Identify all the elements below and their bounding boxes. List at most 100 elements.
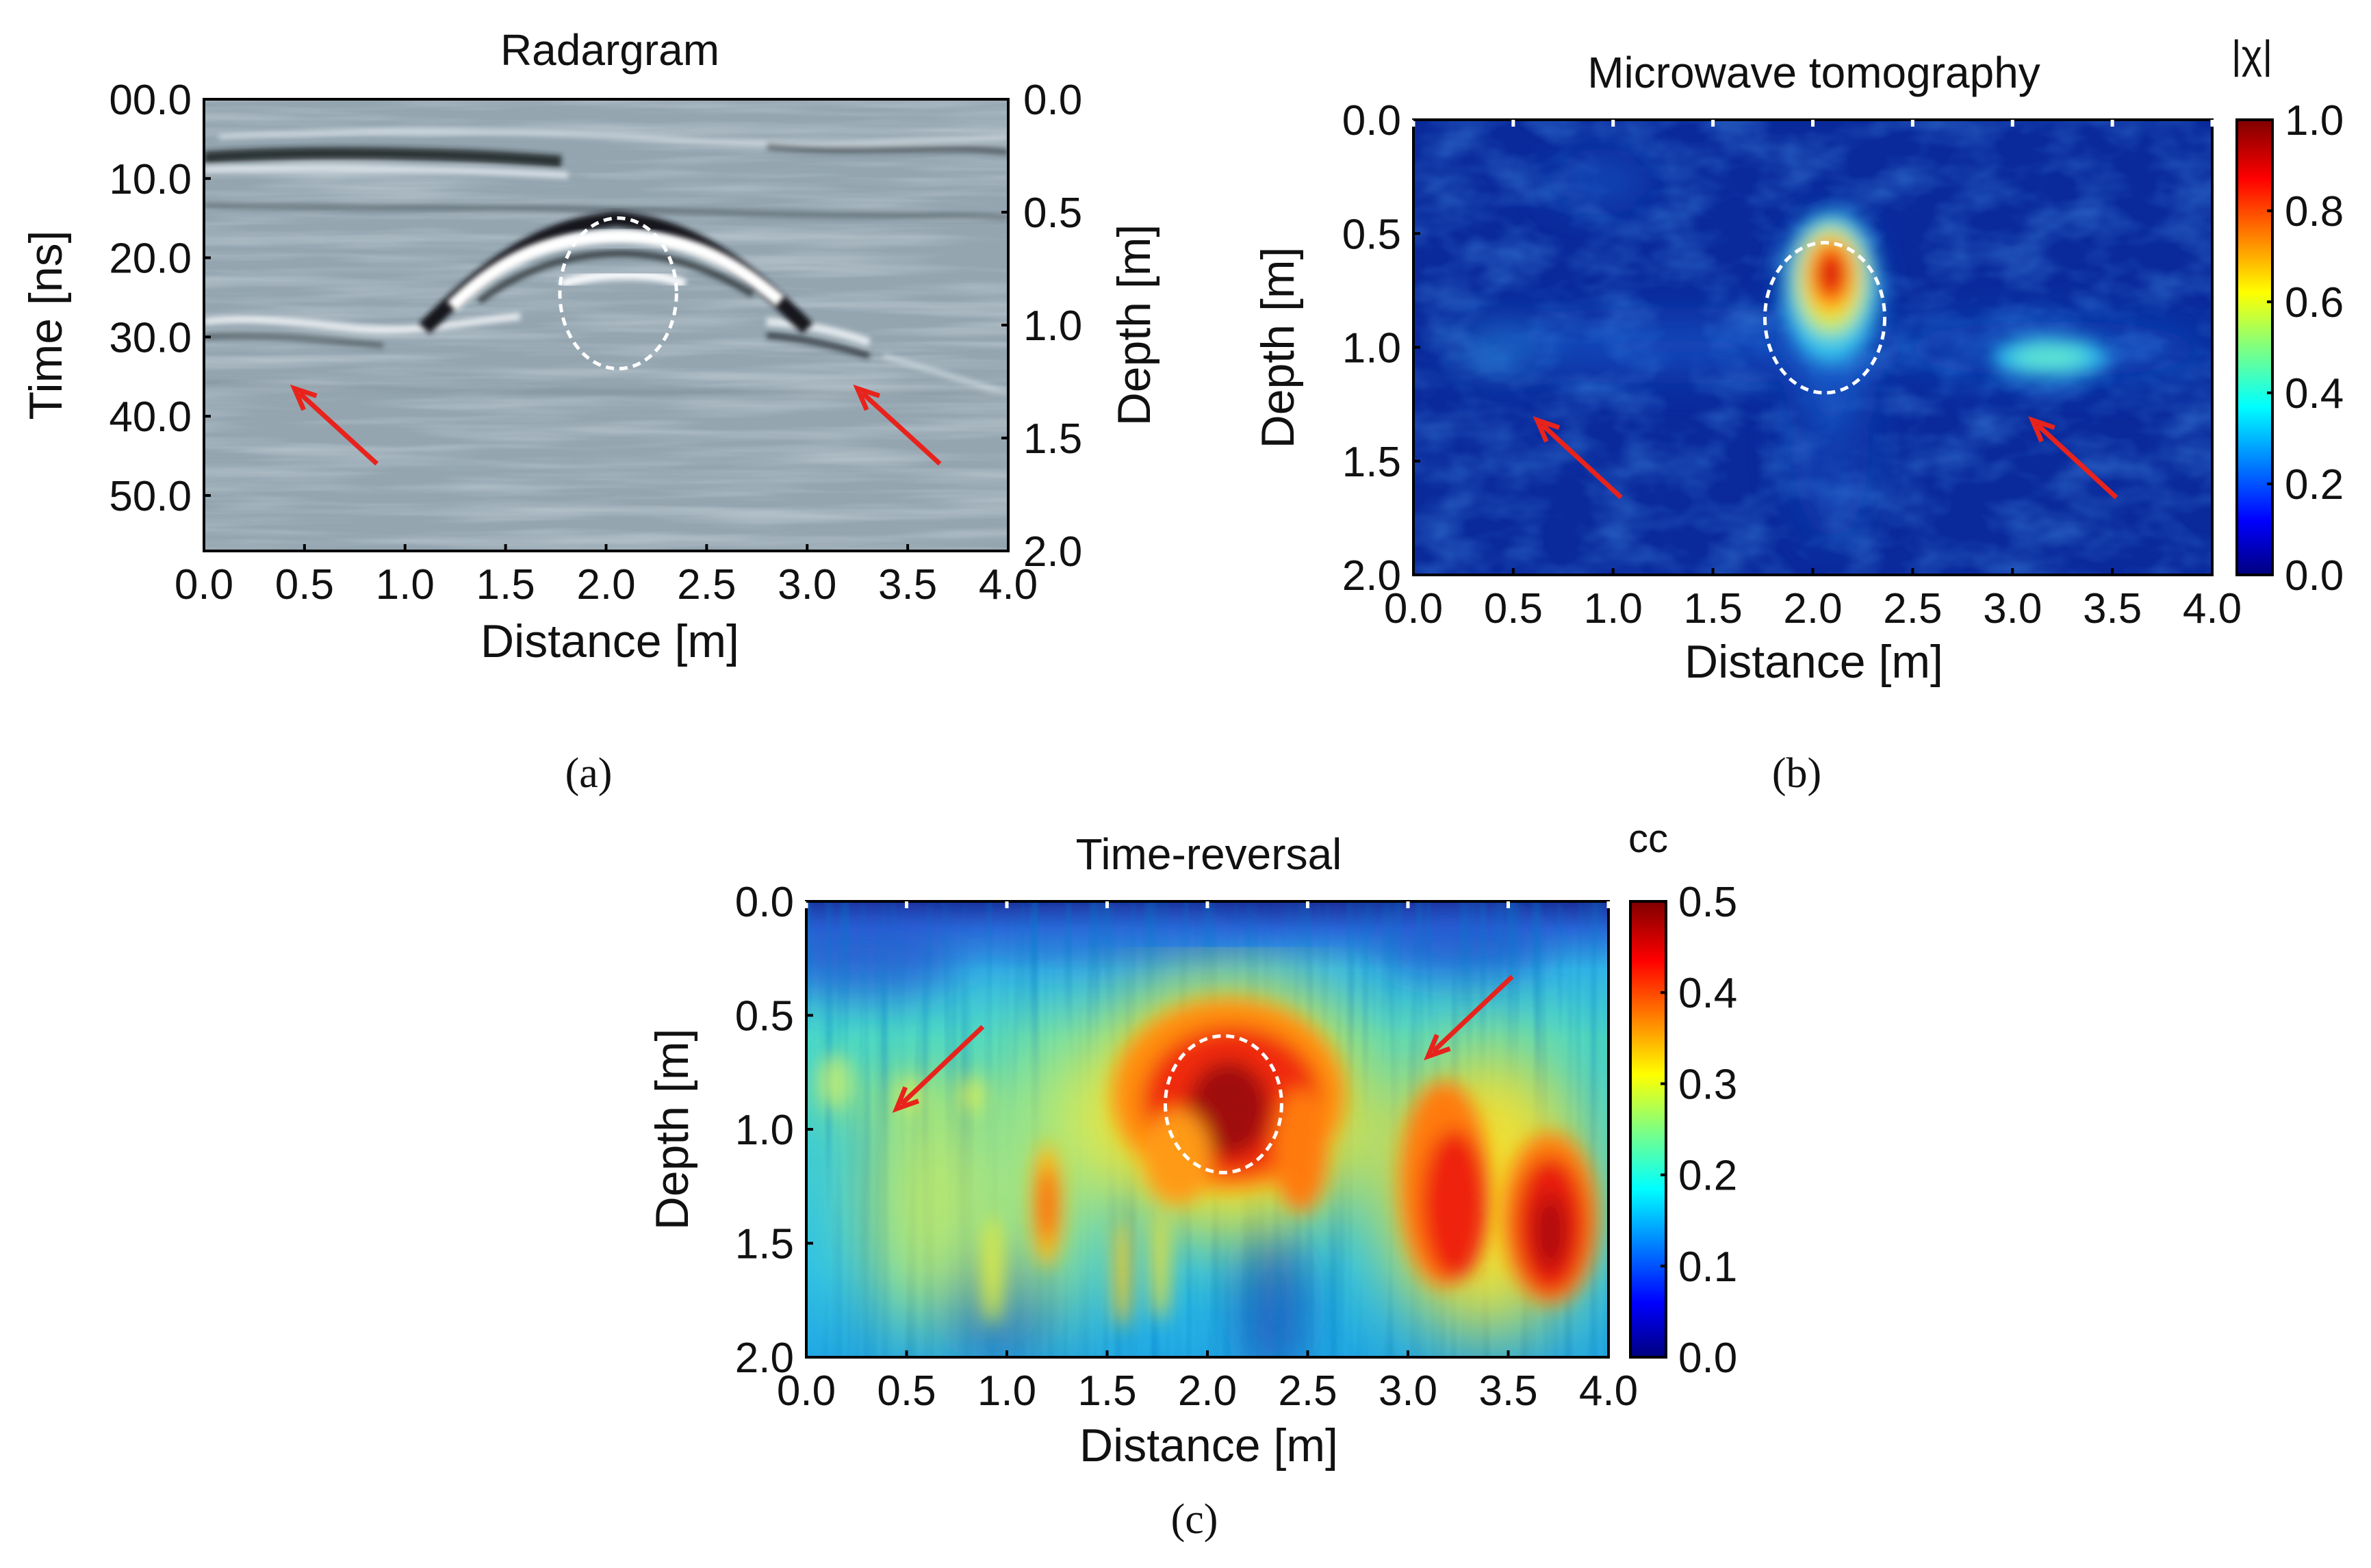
y-tick-label: 1.5 [1342, 439, 1401, 486]
x-tick-label: 3.5 [2083, 585, 2142, 632]
time-reversal-axes: 0.0 0.5 1.0 1.5 2.0 2.5 3.0 3.5 4.0 0.0 0.5 1.0 1.5 2… [735, 879, 1638, 1415]
y-tick-label: 2.0 [1342, 552, 1401, 600]
radargram-ylabel: Time [ns] [20, 230, 72, 420]
y-tick-label: 2.0 [735, 1335, 794, 1382]
radargram-panel: 0.0 0.5 1.0 1.5 2.0 2.5 3.0 3.5 4.0 00.0 10.0 20.0 3… [20, 25, 1160, 797]
x-tick-label: 3.0 [778, 561, 836, 608]
x-tick-label: 0.5 [275, 561, 334, 608]
x-tick-label: 3.5 [1478, 1367, 1537, 1415]
tomography-xlabel: Distance [m] [1684, 636, 1943, 688]
y-tick-label: 20.0 [109, 235, 192, 283]
colorbar-tick-label: 1.0 [2285, 97, 2344, 144]
tomography-annotations [1533, 241, 2118, 500]
y-tick-label: 00.0 [109, 77, 192, 124]
x-tick-label: 2.0 [1178, 1367, 1237, 1415]
time-reversal-colorbar-label: cc [1628, 817, 1668, 861]
radargram-title: Radargram [500, 25, 719, 75]
y-tick-label: 1.0 [1342, 325, 1401, 372]
time-reversal-hot-zones [818, 999, 1598, 1328]
tomography-colorbar-ticks: 1.0 0.8 0.6 0.4 0.2 0.0 [2267, 97, 2344, 600]
red-arrow-head [1533, 416, 1561, 443]
x-tick-label: 2.5 [1278, 1367, 1337, 1415]
y-tick-label: 10.0 [109, 156, 192, 203]
red-arrow-shaft [2036, 423, 2118, 500]
y-tick-label: 50.0 [109, 473, 192, 520]
x-tick-label: 0.0 [175, 561, 233, 608]
time-reversal-colorbar-ticks: 0.5 0.4 0.3 0.2 0.1 0.0 [1661, 879, 1737, 1382]
tomography-colorbar [2237, 120, 2272, 575]
y2-tick-label: 1.5 [1023, 415, 1082, 463]
radargram-axes: 0.0 0.5 1.0 1.5 2.0 2.5 3.0 3.5 4.0 00.0 10.0 20.0 3… [109, 77, 1082, 608]
radargram-y2label: Depth [m] [1108, 224, 1160, 426]
y-tick-label: 0.5 [1342, 211, 1401, 258]
y-tick-label: 1.0 [735, 1107, 794, 1154]
x-tick-label: 1.5 [1684, 585, 1743, 632]
y-tick-label: 30.0 [109, 314, 192, 361]
x-tick-label: 2.0 [576, 561, 635, 608]
time-reversal-annotations [892, 975, 1514, 1174]
red-arrow-shaft [298, 391, 379, 466]
time-reversal-image [806, 901, 1609, 1357]
x-tick-label: 0.5 [877, 1367, 936, 1415]
y2-tick-label: 1.0 [1023, 303, 1082, 350]
colorbar-tick-label: 0.8 [2285, 188, 2344, 235]
red-arrow-shaft [1431, 975, 1514, 1054]
tomography-hotspots [1783, 212, 2108, 378]
red-arrow-head [290, 384, 318, 411]
colorbar-tick-label: 0.0 [1678, 1335, 1737, 1382]
panel-label-b: (b) [1772, 750, 1821, 797]
colorbar-tick-label: 0.6 [2285, 279, 2344, 326]
time-reversal-xlabel: Distance [m] [1079, 1419, 1338, 1471]
red-arrow-shaft [1540, 423, 1623, 500]
target-circle [1763, 241, 1887, 395]
colorbar-tick-label: 0.5 [1678, 879, 1737, 926]
colorbar-tick-label: 0.1 [1678, 1244, 1737, 1291]
panel-label-c: (c) [1171, 1496, 1218, 1543]
colorbar-tick-label: 0.4 [2285, 370, 2344, 417]
tomography-panel: 0.0 0.5 1.0 1.5 2.0 2.5 3.0 3.5 4.0 0.0 0.5 1.0 1.5 2… [1252, 33, 2344, 797]
x-tick-label: 4.0 [2183, 585, 2242, 632]
radargram-xlabel: Distance [m] [480, 615, 739, 667]
x-tick-label: 4.0 [1579, 1367, 1638, 1415]
x-tick-label: 3.0 [1379, 1367, 1437, 1415]
red-arrow-head [853, 384, 881, 411]
time-reversal-colorbar [1630, 901, 1666, 1357]
radargram-image [204, 99, 1008, 551]
red-arrow-shaft [860, 391, 942, 466]
red-arrow-head [1424, 1033, 1451, 1061]
x-tick-label: 0.0 [777, 1367, 836, 1415]
time-reversal-ylabel: Depth [m] [646, 1029, 698, 1231]
time-reversal-panel: 0.0 0.5 1.0 1.5 2.0 2.5 3.0 3.5 4.0 0.0 0.5 1.0 1.5 2… [646, 817, 1737, 1543]
y-tick-label: 0.5 [735, 993, 794, 1040]
x-tick-label: 1.0 [977, 1367, 1036, 1415]
x-tick-label: 0.5 [1484, 585, 1543, 632]
x-tick-label: 1.5 [476, 561, 535, 608]
x-tick-label: 1.0 [1584, 585, 1643, 632]
y-tick-label: 40.0 [109, 394, 192, 441]
radargram-hyperbola [419, 211, 813, 334]
panel-label-a: (a) [565, 750, 613, 797]
x-tick-label: 4.0 [979, 561, 1038, 608]
tomography-axes: 0.0 0.5 1.0 1.5 2.0 2.5 3.0 3.5 4.0 0.0 0.5 1.0 1.5 2… [1342, 97, 2242, 632]
tomography-image [1413, 120, 2212, 575]
y2-tick-label: 2.0 [1023, 528, 1082, 576]
colorbar-tick-label: 0.2 [2285, 461, 2344, 509]
red-arrow-head [892, 1086, 920, 1113]
x-tick-label: 3.0 [1983, 585, 2042, 632]
y-tick-label: 0.0 [735, 879, 794, 926]
red-arrow-shaft [899, 1025, 985, 1106]
x-tick-label: 1.5 [1077, 1367, 1136, 1415]
time-reversal-title: Time-reversal [1076, 830, 1342, 879]
time-reversal-colorbar-frame [1629, 900, 1667, 1359]
tomography-ylabel: Depth [m] [1252, 247, 1304, 449]
x-tick-label: 3.5 [878, 561, 937, 608]
x-tick-label: 2.5 [677, 561, 736, 608]
colorbar-tick-label: 0.3 [1678, 1061, 1737, 1108]
y2-tick-label: 0.0 [1023, 77, 1082, 124]
tomography-title: Microwave tomography [1587, 48, 2040, 97]
x-tick-label: 2.5 [1883, 585, 1942, 632]
colorbar-tick-label: 0.4 [1678, 970, 1737, 1017]
x-tick-label: 0.0 [1384, 585, 1443, 632]
